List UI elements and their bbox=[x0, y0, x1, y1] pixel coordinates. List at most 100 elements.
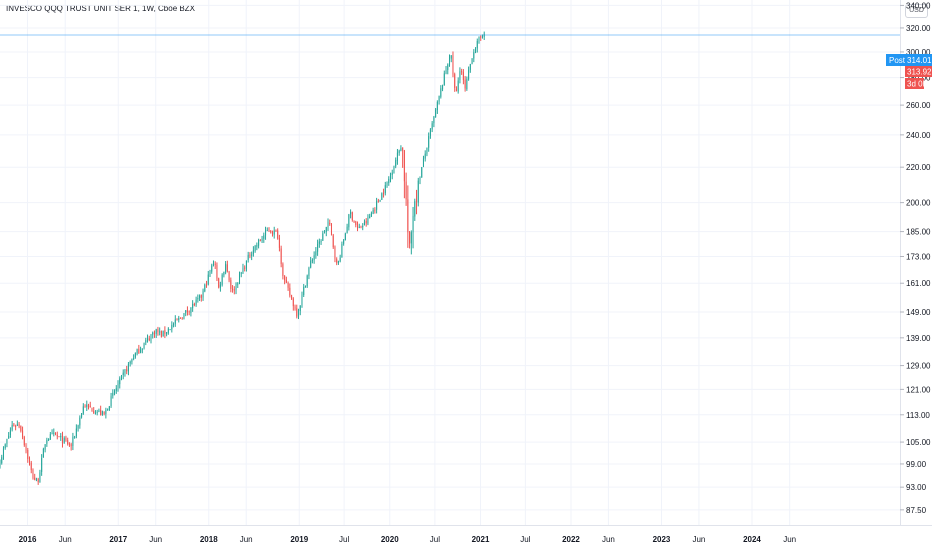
candle bbox=[145, 337, 147, 346]
candle bbox=[344, 232, 346, 241]
candle bbox=[35, 477, 37, 482]
candle bbox=[310, 256, 312, 269]
candle bbox=[459, 67, 461, 84]
candle bbox=[169, 328, 171, 331]
candle bbox=[381, 192, 383, 200]
candle bbox=[244, 265, 246, 272]
candle bbox=[416, 189, 418, 215]
candle bbox=[49, 431, 51, 440]
candle bbox=[259, 239, 261, 242]
candle bbox=[199, 294, 201, 301]
time-tick-label: 2020 bbox=[381, 535, 399, 544]
price-tick-label: 340.00 bbox=[906, 1, 931, 10]
price-tick-label: 185.00 bbox=[906, 228, 931, 237]
countdown-tag: 3d 0h bbox=[905, 78, 927, 89]
candle bbox=[37, 477, 39, 485]
candle bbox=[377, 198, 379, 203]
time-tick-label: Jul bbox=[339, 535, 349, 544]
candle bbox=[15, 424, 17, 431]
time-tick-label: 2018 bbox=[200, 535, 218, 544]
candle bbox=[18, 422, 20, 429]
candle bbox=[9, 427, 11, 438]
candle bbox=[386, 181, 388, 188]
candle bbox=[469, 63, 471, 73]
candle bbox=[193, 302, 195, 307]
candle bbox=[46, 437, 48, 447]
candle bbox=[219, 281, 221, 292]
candle bbox=[134, 352, 136, 359]
candle bbox=[160, 330, 162, 338]
candle bbox=[51, 429, 53, 435]
countdown-timer: 3d 0h bbox=[907, 80, 927, 89]
candle bbox=[320, 239, 322, 245]
candle-series bbox=[0, 31, 485, 485]
chart-title: INVESCO QQQ TRUST UNIT SER 1, 1W, Cboe B… bbox=[6, 4, 195, 13]
candle bbox=[346, 223, 348, 234]
candle bbox=[87, 403, 90, 410]
post-price: 314.01 bbox=[907, 56, 932, 65]
candle bbox=[409, 231, 411, 249]
candle bbox=[395, 157, 397, 169]
candle bbox=[376, 197, 378, 214]
candle bbox=[242, 263, 244, 274]
last-price: 313.92 bbox=[907, 68, 932, 77]
candle bbox=[317, 239, 319, 256]
candle bbox=[258, 238, 260, 249]
candle bbox=[362, 223, 364, 231]
candle bbox=[261, 235, 263, 243]
candle bbox=[348, 213, 350, 231]
candle bbox=[159, 327, 161, 336]
candle bbox=[212, 260, 214, 267]
candle bbox=[181, 317, 183, 320]
candle bbox=[68, 442, 70, 447]
price-tick-label: 113.00 bbox=[906, 411, 930, 420]
candle bbox=[429, 128, 431, 139]
candle bbox=[91, 407, 93, 412]
candle bbox=[185, 310, 187, 317]
candle bbox=[202, 288, 204, 301]
candle bbox=[65, 435, 67, 442]
candle bbox=[265, 226, 267, 240]
candle bbox=[426, 147, 428, 157]
time-tick-label: Jul bbox=[430, 535, 440, 544]
candle bbox=[63, 436, 65, 444]
price-tick-label: 99.00 bbox=[906, 460, 927, 469]
candle bbox=[419, 176, 421, 185]
candle bbox=[389, 172, 392, 183]
candle bbox=[457, 77, 459, 94]
time-tick-label: Jun bbox=[602, 535, 615, 544]
candle bbox=[455, 86, 457, 92]
time-tick-label: 2024 bbox=[743, 535, 761, 544]
last-price-tag: 313.92 bbox=[905, 66, 932, 77]
time-axis[interactable]: 2016 Jun 2017 Jun 2018 Jun 2019 Jul 2020 Jul 2021 J… bbox=[19, 535, 797, 544]
candle bbox=[332, 233, 334, 249]
candle bbox=[403, 149, 405, 199]
candle bbox=[171, 321, 173, 333]
candle bbox=[424, 150, 426, 162]
candle bbox=[84, 404, 86, 408]
candle bbox=[226, 260, 228, 273]
price-tick-label: 173.00 bbox=[906, 253, 931, 262]
candle bbox=[235, 282, 237, 295]
candle bbox=[166, 331, 168, 337]
candle bbox=[100, 405, 102, 416]
time-tick-label: Jun bbox=[692, 535, 705, 544]
candle bbox=[225, 261, 227, 275]
candle bbox=[114, 389, 116, 396]
candle bbox=[129, 360, 131, 367]
candle bbox=[466, 76, 468, 91]
candle bbox=[329, 219, 331, 226]
price-tick-label: 149.00 bbox=[906, 308, 931, 317]
candle bbox=[388, 176, 390, 186]
price-tick-label: 93.00 bbox=[906, 483, 927, 492]
candle bbox=[8, 432, 10, 439]
currency-unit-badge[interactable]: USD bbox=[905, 4, 928, 18]
candle bbox=[407, 185, 409, 248]
candle bbox=[296, 304, 298, 319]
candle bbox=[124, 368, 126, 377]
price-axis[interactable]: 340.00320.00300.00280.00260.00240.00220.… bbox=[900, 1, 931, 515]
candle bbox=[22, 426, 24, 440]
candle bbox=[339, 254, 341, 263]
candle bbox=[230, 277, 232, 293]
